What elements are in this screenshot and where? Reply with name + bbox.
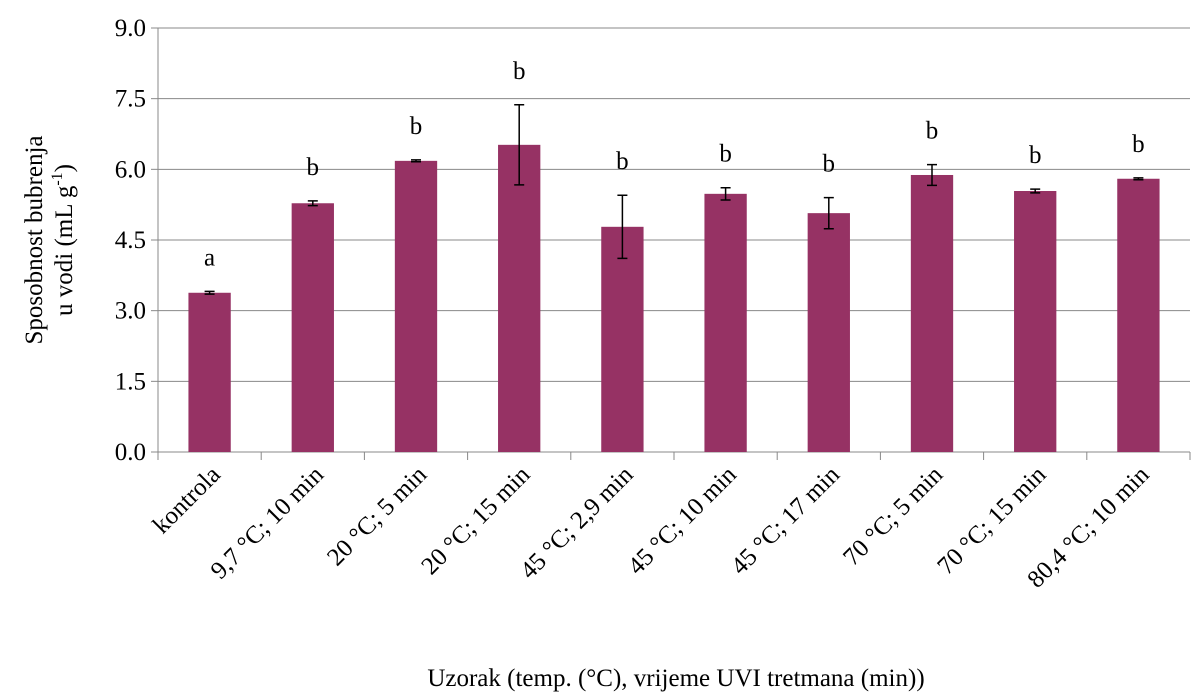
y-tick-label: 7.5 (115, 86, 146, 113)
x-tick-label: 20 °C; 5 min (322, 461, 432, 571)
error-bar (720, 186, 731, 201)
y-tick-label: 6.0 (115, 156, 146, 183)
annotation: b (616, 148, 629, 175)
bar (291, 203, 334, 452)
y-axis-label: Sposobnost bubrenja u vodi (mL g-1) (21, 135, 78, 344)
error-bar (1030, 188, 1041, 194)
bar (601, 226, 644, 452)
y-tick-label: 0.0 (115, 439, 146, 466)
bar (1014, 191, 1057, 452)
y-tick-label: 3.0 (115, 298, 146, 325)
x-axis-label: Uzorak (temp. (°C), vrijeme UVI tretmana… (427, 665, 924, 692)
annotation: b (926, 118, 939, 145)
annotation: b (1132, 131, 1145, 158)
error-bar (1133, 177, 1144, 181)
error-bar (927, 163, 937, 187)
y-label-superscript: -1 (49, 172, 66, 185)
annotation: b (1029, 142, 1042, 169)
y-tick-label: 9.0 (115, 15, 146, 42)
x-tick-label: 45 °C; 17 min (726, 461, 845, 580)
y-axis-label-line: u vodi (mL g-1) (49, 164, 78, 316)
y-axis-label-line: Sposobnost bubrenja (21, 135, 48, 344)
annotation: b (823, 151, 836, 178)
y-tick-label: 1.5 (115, 368, 146, 395)
x-tick-label: kontrola (148, 461, 226, 539)
error-bar (617, 194, 628, 260)
annotation: a (204, 244, 215, 271)
error-bar (514, 104, 525, 186)
error-bar (307, 200, 318, 207)
bar (807, 213, 850, 452)
y-label-close: ) (51, 164, 78, 172)
error-bar (411, 159, 421, 163)
annotation: b (410, 113, 423, 140)
x-tick-label: 45 °C; 10 min (623, 461, 742, 580)
bar (910, 174, 954, 452)
y-label-text: u vodi (mL g (51, 185, 78, 316)
bar (704, 193, 747, 452)
annotation: b (307, 154, 320, 181)
x-tick-label: 70 °C; 5 min (838, 461, 948, 571)
error-bar (204, 290, 215, 295)
y-tick-label: 4.5 (115, 227, 146, 254)
bar (1117, 178, 1160, 452)
annotation: b (719, 141, 732, 168)
bar (498, 144, 541, 452)
annotation: b (513, 58, 526, 85)
bar (394, 160, 438, 452)
bar (188, 292, 231, 452)
error-bar (823, 196, 834, 230)
